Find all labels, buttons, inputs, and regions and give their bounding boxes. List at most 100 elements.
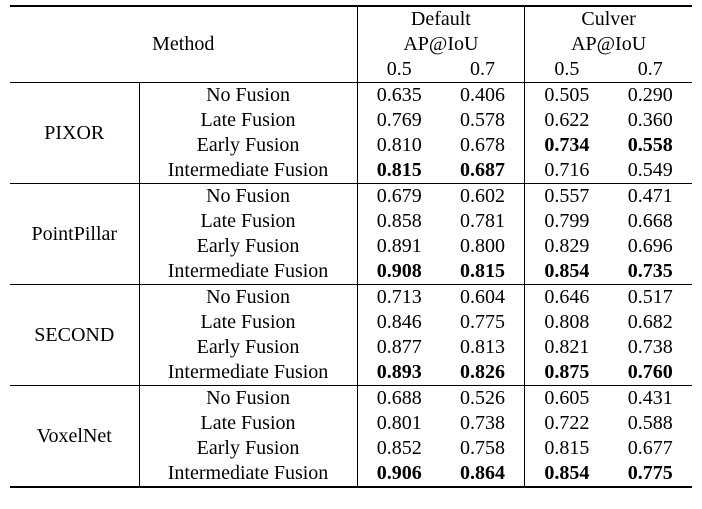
ap-value: 0.360 <box>627 109 673 131</box>
ap-value: 0.864 <box>440 461 526 488</box>
method-name: PIXOR <box>10 82 140 184</box>
fusion-type: No Fusion <box>139 183 358 209</box>
ap-value: 0.769 <box>376 109 422 131</box>
ap-value: 0.622 <box>544 109 590 131</box>
table-row: Late Fusion 0.846 0.775 0.808 0.682 <box>10 310 692 335</box>
ap-value: 0.891 <box>376 235 422 257</box>
ap-value: 0.678 <box>440 133 526 158</box>
ap-value: 0.578 <box>440 108 526 133</box>
ap-value: 0.431 <box>608 385 692 411</box>
default-group-header: Default <box>357 5 526 32</box>
ap-value: 0.829 <box>544 235 590 257</box>
ap-value: 0.290 <box>608 82 692 108</box>
ap-value: 0.758 <box>440 436 526 461</box>
threshold-culver-07: 0.7 <box>637 58 663 80</box>
fusion-type: Early Fusion <box>139 133 358 158</box>
ap-value: 0.682 <box>627 311 673 333</box>
table-row: Intermediate Fusion 0.893 0.826 0.875 0.760 <box>10 360 692 386</box>
ap-value: 0.852 <box>376 437 422 459</box>
ap-value: 0.813 <box>440 335 526 360</box>
table-row: Intermediate Fusion 0.908 0.815 0.854 0.735 <box>10 259 692 285</box>
ap-value: 0.808 <box>544 311 590 333</box>
ap-value: 0.646 <box>524 284 609 310</box>
ap-value: 0.738 <box>627 336 673 358</box>
ap-value: 0.854 <box>544 260 590 282</box>
table-row: SECOND No Fusion 0.713 0.604 0.646 0.517 <box>10 284 692 386</box>
threshold-culver-05: 0.5 <box>554 58 580 80</box>
fusion-type: No Fusion <box>139 385 358 411</box>
method-header: Method <box>10 5 358 83</box>
ap-value: 0.588 <box>627 412 673 434</box>
ap-value: 0.734 <box>544 134 590 156</box>
table-row: Early Fusion 0.810 0.678 0.734 0.558 <box>10 133 692 158</box>
table-row: Early Fusion 0.891 0.800 0.829 0.696 <box>10 234 692 259</box>
culver-metric-header: AP@IoU <box>525 32 692 57</box>
table-row: VoxelNet No Fusion 0.688 0.526 0.605 0.431 <box>10 385 692 488</box>
ap-value: 0.760 <box>627 361 673 383</box>
fusion-type: No Fusion <box>139 284 358 310</box>
ap-value: 0.635 <box>357 82 441 108</box>
table-row: PIXOR No Fusion 0.635 0.406 0.505 0.290 <box>10 82 692 184</box>
ap-value: 0.505 <box>524 82 609 108</box>
table-row: Intermediate Fusion 0.906 0.864 0.854 0.775 <box>10 461 692 488</box>
ap-value: 0.406 <box>440 82 526 108</box>
default-metric-header: AP@IoU <box>357 32 526 57</box>
results-table: Method Default Culver AP@IoU AP@IoU 0.5 … <box>10 5 692 488</box>
ap-value: 0.775 <box>608 461 692 488</box>
table-row: Late Fusion 0.858 0.781 0.799 0.668 <box>10 209 692 234</box>
ap-value: 0.557 <box>524 183 609 209</box>
threshold-default-07: 0.7 <box>440 57 526 83</box>
ap-value: 0.677 <box>627 437 673 459</box>
ap-value: 0.800 <box>440 234 526 259</box>
table-row: Late Fusion 0.801 0.738 0.722 0.588 <box>10 411 692 436</box>
culver-group-title: Culver <box>581 8 636 30</box>
ap-value: 0.713 <box>357 284 441 310</box>
ap-value: 0.801 <box>376 412 422 434</box>
ap-value: 0.875 <box>544 361 590 383</box>
default-group-title: Default <box>410 8 471 30</box>
fusion-type: Intermediate Fusion <box>139 158 358 184</box>
method-name: SECOND <box>10 284 140 386</box>
fusion-type: Intermediate Fusion <box>139 360 358 386</box>
ap-value: 0.716 <box>544 159 590 181</box>
fusion-type: Late Fusion <box>139 108 358 133</box>
ap-value: 0.517 <box>608 284 692 310</box>
ap-value: 0.602 <box>440 183 526 209</box>
ap-value: 0.815 <box>544 437 590 459</box>
ap-value: 0.526 <box>440 385 526 411</box>
table-row: Early Fusion 0.877 0.813 0.821 0.738 <box>10 335 692 360</box>
threshold-default-05: 0.5 <box>386 58 412 80</box>
ap-value: 0.605 <box>524 385 609 411</box>
table-row: Early Fusion 0.852 0.758 0.815 0.677 <box>10 436 692 461</box>
ap-value: 0.877 <box>376 336 422 358</box>
ap-value: 0.854 <box>524 461 609 488</box>
fusion-type: No Fusion <box>139 82 358 108</box>
ap-value: 0.815 <box>440 259 526 285</box>
method-header-label: Method <box>152 33 215 55</box>
fusion-type: Late Fusion <box>139 310 358 335</box>
culver-group-header: Culver <box>524 5 692 32</box>
ap-value: 0.906 <box>357 461 441 488</box>
ap-value: 0.471 <box>608 183 692 209</box>
ap-value: 0.696 <box>627 235 673 257</box>
fusion-type: Late Fusion <box>139 209 358 234</box>
ap-value: 0.821 <box>544 336 590 358</box>
ap-value: 0.826 <box>440 360 526 386</box>
ap-value: 0.893 <box>376 361 422 383</box>
ap-value: 0.604 <box>440 284 526 310</box>
ap-value: 0.558 <box>627 134 673 156</box>
ap-value: 0.799 <box>544 210 590 232</box>
fusion-type: Intermediate Fusion <box>139 461 358 488</box>
fusion-type: Early Fusion <box>139 436 358 461</box>
table-row: PointPillar No Fusion 0.679 0.602 0.557 0.471 <box>10 183 692 285</box>
ap-value: 0.668 <box>627 210 673 232</box>
ap-value: 0.679 <box>357 183 441 209</box>
table-row: Intermediate Fusion 0.815 0.687 0.716 0.549 <box>10 158 692 184</box>
ap-value: 0.735 <box>627 260 673 282</box>
ap-value: 0.549 <box>627 159 673 181</box>
table-body: PIXOR No Fusion 0.635 0.406 0.505 0.290 Late F… <box>10 82 692 488</box>
ap-value: 0.858 <box>376 210 422 232</box>
default-metric-label: AP@IoU <box>403 33 479 55</box>
ap-value: 0.722 <box>544 412 590 434</box>
table-row: Late Fusion 0.769 0.578 0.622 0.360 <box>10 108 692 133</box>
